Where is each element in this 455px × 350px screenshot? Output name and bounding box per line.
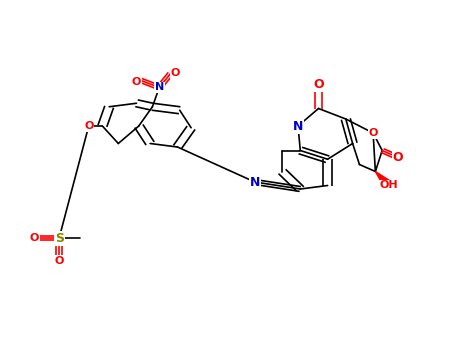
Text: N: N (250, 175, 260, 189)
Text: O: O (55, 256, 64, 266)
Text: O: O (171, 69, 180, 78)
Text: O: O (369, 128, 378, 138)
Text: N: N (293, 119, 303, 133)
Text: O: O (84, 121, 93, 131)
Text: O: O (132, 77, 141, 87)
Text: N: N (155, 83, 164, 92)
Text: O: O (30, 233, 39, 243)
Text: S: S (55, 231, 64, 245)
Text: O: O (313, 77, 324, 91)
Polygon shape (375, 172, 394, 188)
Text: OH: OH (380, 181, 398, 190)
Text: O: O (393, 151, 404, 164)
